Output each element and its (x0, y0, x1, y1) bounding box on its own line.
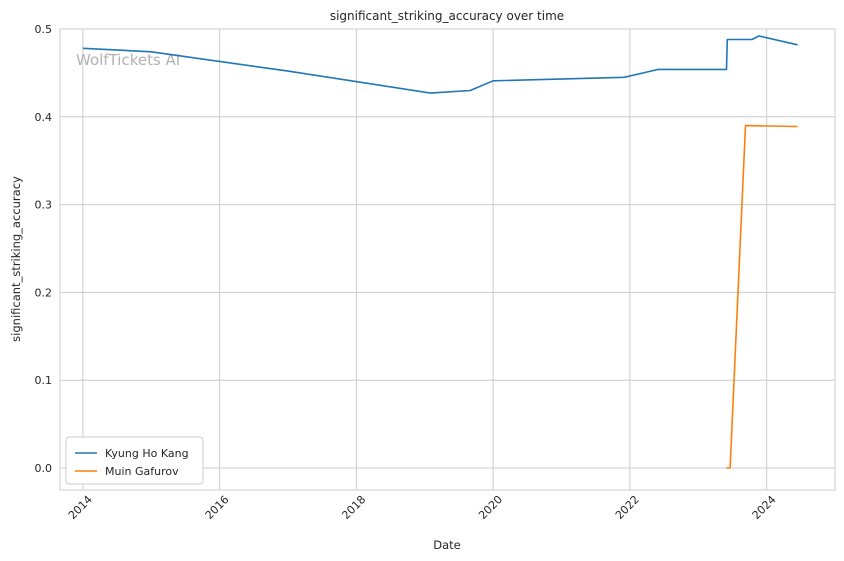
series-line-kyung-ho-kang (82, 35, 798, 94)
legend-label-muin-gafurov: Muin Gafurov (105, 465, 179, 478)
legend: Kyung Ho Kang Muin Gafurov (65, 436, 204, 485)
y-tick-label: 0.1 (35, 374, 53, 387)
x-tick-label: 2016 (203, 493, 232, 522)
x-axis-label: Date (433, 538, 461, 552)
x-tick-label: 2020 (476, 493, 505, 522)
y-tick-label: 0.3 (35, 199, 53, 212)
y-tick-label: 0.5 (35, 23, 53, 36)
y-axis-label: significant_striking_accuracy (9, 176, 23, 342)
y-ticks: 0.0 0.1 0.2 0.3 0.4 0.5 (35, 23, 53, 475)
watermark: WolfTickets AI (76, 51, 180, 69)
x-tick-label: 2014 (66, 493, 95, 522)
grid (60, 28, 835, 490)
legend-label-kyung-ho-kang: Kyung Ho Kang (105, 447, 189, 460)
series (82, 35, 798, 469)
x-tick-label: 2024 (750, 493, 779, 522)
series-line-muin-gafurov (726, 124, 798, 469)
legend-box (65, 436, 204, 485)
x-ticks: 2014 2016 2018 2020 2022 2024 (66, 493, 779, 522)
x-tick-label: 2018 (339, 493, 368, 522)
chart-title: significant_striking_accuracy over time (330, 9, 564, 23)
plot-frame (59, 28, 836, 491)
y-tick-label: 0.4 (35, 111, 53, 124)
y-tick-label: 0.2 (35, 286, 53, 299)
y-tick-label: 0.0 (35, 462, 53, 475)
x-tick-label: 2022 (613, 493, 642, 522)
